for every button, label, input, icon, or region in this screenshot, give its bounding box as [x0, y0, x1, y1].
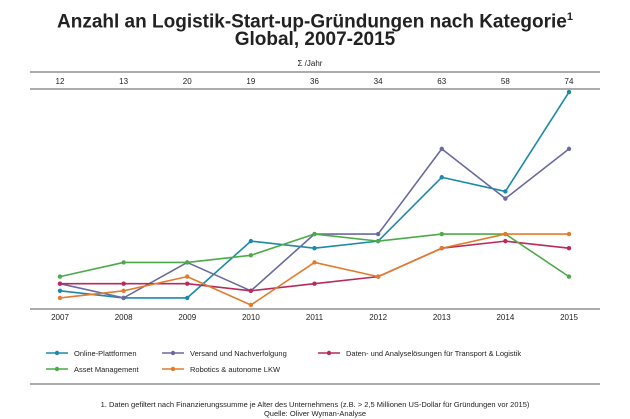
title-footnote-marker: 1 — [566, 11, 573, 23]
series-line — [59, 233, 569, 306]
series-lines — [59, 91, 570, 306]
data-point — [566, 231, 572, 237]
legend-swatch-dot — [54, 366, 60, 372]
total-label: 13 — [119, 77, 128, 86]
x-tick-label: 2007 — [51, 313, 69, 322]
data-point — [503, 189, 508, 194]
source-note: Quelle: Oliver Wyman-Analyse — [263, 409, 367, 418]
legend-label: Asset Management — [74, 365, 140, 374]
data-point — [57, 288, 63, 294]
data-point — [503, 238, 508, 244]
series-line — [59, 91, 570, 299]
total-label: 63 — [437, 77, 446, 86]
legend-label: Online-Plattformen — [74, 349, 137, 358]
data-point — [503, 231, 508, 237]
data-point — [121, 281, 126, 286]
data-point — [439, 231, 444, 237]
data-point — [312, 246, 317, 251]
data-point — [566, 246, 572, 251]
data-point — [375, 238, 381, 244]
data-point — [57, 281, 63, 286]
footnote: 1. Daten gefiltert nach Finanzierungssum… — [100, 400, 530, 409]
data-point — [121, 288, 126, 294]
data-point — [185, 295, 190, 301]
total-label: 20 — [183, 77, 192, 86]
total-label: 12 — [56, 77, 65, 86]
total-label: 74 — [565, 77, 574, 86]
legend: Online-Plattformen Versand und Nachverfol… — [30, 349, 600, 385]
legend-swatch-dot — [326, 350, 332, 356]
x-tick-label: 2015 — [560, 313, 578, 322]
data-point — [248, 288, 254, 294]
series-line — [59, 148, 570, 299]
data-point — [57, 274, 63, 279]
series-points — [57, 89, 572, 308]
data-point — [375, 274, 381, 279]
data-point — [503, 196, 508, 201]
legend-label: Daten- und Analyselösungen für Transport… — [346, 349, 521, 358]
x-tick-label: 2013 — [433, 313, 451, 322]
chart-subtitle: Global, 2007-2015 — [234, 29, 396, 50]
data-point — [121, 260, 126, 265]
data-point — [312, 231, 317, 237]
total-label: 19 — [246, 77, 255, 86]
data-point — [248, 302, 254, 308]
data-point — [439, 175, 444, 180]
legend-label: Versand und Nachverfolgung — [190, 349, 287, 358]
data-point — [566, 146, 572, 152]
x-tick-label: 2009 — [178, 313, 196, 322]
data-point — [185, 281, 190, 286]
x-tick-label: 2011 — [306, 313, 324, 322]
legend-swatch-dot — [170, 350, 176, 356]
chart-title-text: Anzahl an Logistik-Start-up-Gründungen n… — [57, 11, 567, 33]
line-chart: Σ /Jahr 12 13 20 19 36 34 63 58 74 2007 2008 2009 2… — [30, 59, 600, 385]
x-tick-label: 2014 — [496, 313, 514, 322]
data-point — [566, 89, 572, 95]
legend-swatch-dot — [54, 350, 60, 356]
data-point — [566, 274, 572, 279]
data-point — [57, 295, 63, 301]
total-label: 58 — [501, 77, 510, 86]
data-point — [248, 253, 254, 258]
data-point — [121, 295, 126, 301]
x-axis: 2007 2008 2009 2010 2011 2012 2013 2014 2015 — [30, 308, 600, 322]
legend-swatch-dot — [170, 366, 176, 372]
data-point — [375, 231, 381, 237]
series-line — [59, 233, 570, 278]
total-label: 34 — [374, 77, 383, 86]
legend-label: Robotics & autonome LKW — [190, 365, 281, 374]
x-tick-label: 2012 — [369, 313, 387, 322]
x-tick-label: 2010 — [242, 313, 260, 322]
data-point — [439, 146, 444, 152]
sum-per-year-label: Σ /Jahr — [298, 59, 323, 68]
total-label: 36 — [310, 77, 319, 86]
x-tick-label: 2008 — [115, 313, 133, 322]
chart-title: Anzahl an Logistik-Start-up-Gründungen n… — [0, 6, 630, 33]
data-point — [312, 281, 317, 286]
data-point — [439, 246, 444, 251]
data-point — [312, 260, 317, 265]
data-point — [185, 274, 190, 279]
data-point — [185, 260, 190, 265]
totals-row: 12 13 20 19 36 34 63 58 74 — [30, 71, 600, 90]
data-point — [248, 238, 254, 244]
